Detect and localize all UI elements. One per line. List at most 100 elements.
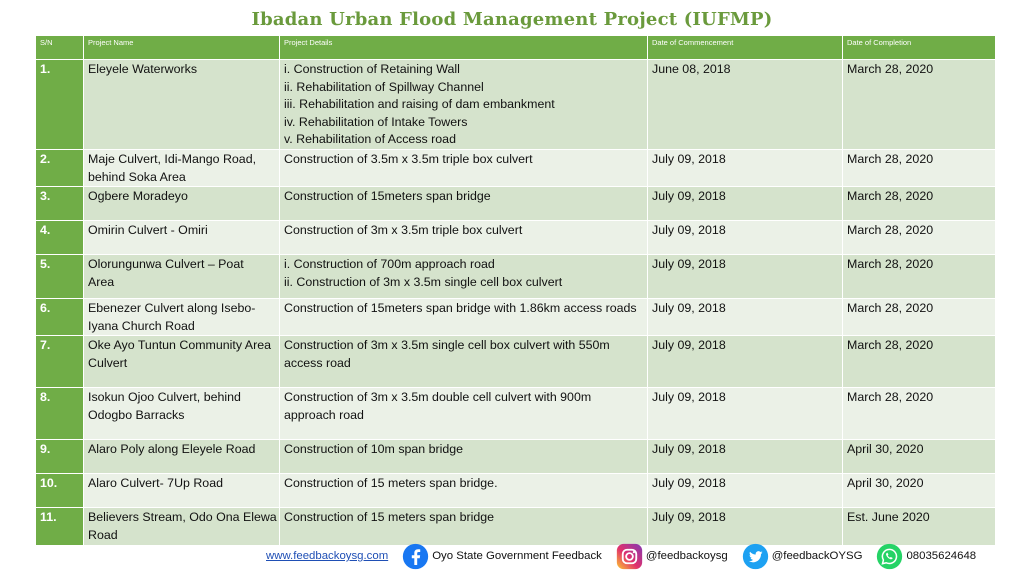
table-row: 2. Maje Culvert, Idi-Mango Road, behind So… (35, 148, 996, 188)
commencement-date-cell: July 09, 2018 (647, 254, 843, 300)
project-details-line: i. Construction of 700m approach road (284, 257, 495, 272)
header-sn: S/N (35, 35, 84, 60)
project-details-cell: i. Construction of Retaining Wall ii. Reh… (279, 59, 648, 150)
completion-date-cell: March 28, 2020 (842, 186, 996, 222)
project-details-line: Construction of 15meters span bridge (284, 189, 491, 204)
project-details-line: iii. Rehabilitation and raising of dam e… (284, 97, 555, 112)
footer-twitter-item: @feedbackOYSG (738, 543, 862, 570)
project-name-line: Maje Culvert, Idi-Mango Road, (88, 151, 257, 166)
commencement-date-cell: July 09, 2018 (647, 148, 843, 188)
table-row: 3. Ogbere Moradeyo Construction of 15meter… (35, 186, 996, 222)
footer-instagram-item: @feedbackoysg (612, 543, 728, 570)
project-name-line: Oke Ayo Tuntun Community Area (88, 338, 271, 353)
project-details-line: iv. Rehabilitation of Intake Towers (284, 114, 468, 129)
project-name-line: Olorungunwa Culvert – Poat (88, 257, 244, 272)
website-link[interactable]: www.feedbackoysg.com (266, 550, 389, 562)
project-name-cell: Olorungunwa Culvert – Poat Area (83, 254, 280, 300)
project-details-line: Construction of 3m x 3.5m single cell bo… (284, 338, 610, 353)
commencement-date-cell: July 09, 2018 (647, 473, 843, 509)
project-details-line: Construction of 3.5m x 3.5m triple box c… (284, 151, 533, 166)
project-details-line: Construction of 15 meters span bridge (284, 510, 495, 525)
completion-date-cell: March 28, 2020 (842, 335, 996, 389)
project-details-cell: Construction of 15meters span bridge (279, 186, 648, 222)
project-name-line: Ebenezer Culvert along Isebo- (88, 301, 256, 316)
project-name-cell: Maje Culvert, Idi-Mango Road, behind Soka… (83, 148, 280, 188)
serial-number-cell: 6. (35, 298, 84, 337)
project-details-cell: Construction of 15 meters span bridge (279, 507, 648, 546)
project-name-line: Road (88, 527, 118, 542)
serial-number-cell: 8. (35, 387, 84, 441)
page-title: Ibadan Urban Flood Management Project (I… (251, 9, 773, 30)
project-name-line: Alaro Culvert- 7Up Road (88, 476, 223, 491)
project-details-cell: Construction of 3.5m x 3.5m triple box c… (279, 148, 648, 188)
project-name-line: Iyana Church Road (88, 318, 195, 333)
table-row: 10. Alaro Culvert- 7Up Road Construction o… (35, 473, 996, 509)
table-row: 9. Alaro Poly along Eleyele Road Construct… (35, 439, 996, 475)
project-name-line: Omirin Culvert - Omiri (88, 223, 208, 238)
project-details-line: Construction of 10m span bridge (284, 442, 464, 457)
project-details-line: Construction of 15 meters span bridge. (284, 476, 498, 491)
project-details-cell: Construction of 10m span bridge (279, 439, 648, 475)
project-name-line: Area (88, 274, 115, 289)
facebook-label: Oyo State Government Feedback (432, 550, 602, 562)
project-name-line: behind Soka Area (88, 169, 186, 184)
project-name-cell: Alaro Poly along Eleyele Road (83, 439, 280, 475)
project-details-cell: Construction of 3m x 3.5m double cell cu… (279, 387, 648, 441)
table-row: 7. Oke Ayo Tuntun Community Area Culvert Co… (35, 335, 996, 389)
commencement-date-cell: July 09, 2018 (647, 298, 843, 337)
whatsapp-label: 08035624648 (906, 550, 977, 562)
table-row: 11. Believers Stream, Odo Ona Elewa Road Co… (35, 507, 996, 546)
project-name-line: Isokun Ojoo Culvert, behind (88, 390, 241, 405)
header-commencement: Date of Commencement (647, 35, 843, 60)
project-name-cell: Oke Ayo Tuntun Community Area Culvert (83, 335, 280, 389)
commencement-date-cell: June 08, 2018 (647, 59, 843, 150)
commencement-date-cell: July 09, 2018 (647, 439, 843, 475)
commencement-date-cell: July 09, 2018 (647, 335, 843, 389)
commencement-date-cell: July 09, 2018 (647, 186, 843, 222)
project-name-cell: Eleyele Waterworks (83, 59, 280, 150)
serial-number-cell: 11. (35, 507, 84, 546)
serial-number-cell: 7. (35, 335, 84, 389)
facebook-icon[interactable] (402, 543, 429, 570)
project-details-line: v. Rehabilitation of Access road (284, 132, 456, 147)
project-name-line: Culvert (88, 355, 128, 370)
serial-number-cell: 5. (35, 254, 84, 300)
table-row: 8. Isokun Ojoo Culvert, behind Odogbo Barr… (35, 387, 996, 441)
project-name-cell: Believers Stream, Odo Ona Elewa Road (83, 507, 280, 546)
footer: www.feedbackoysg.com Oyo State Governmen… (266, 541, 976, 571)
project-details-line: ii. Rehabilitation of Spillway Channel (284, 79, 484, 94)
projects-table: S/N Project Name Project Details Date of… (35, 35, 996, 546)
table-body: 1. Eleyele Waterworks i. Construction of R… (35, 59, 996, 546)
project-name-line: Believers Stream, Odo Ona Elewa (88, 510, 277, 525)
completion-date-cell: March 28, 2020 (842, 59, 996, 150)
table-row: 4. Omirin Culvert - Omiri Construction of … (35, 220, 996, 256)
project-details-cell: i. Construction of 700m approach road ii.… (279, 254, 648, 300)
table-row: 6. Ebenezer Culvert along Isebo- Iyana Chu… (35, 298, 996, 337)
header-project-name: Project Name (83, 35, 280, 60)
project-name-cell: Omirin Culvert - Omiri (83, 220, 280, 256)
completion-date-cell: April 30, 2020 (842, 439, 996, 475)
serial-number-cell: 4. (35, 220, 84, 256)
project-details-cell: Construction of 3m x 3.5m single cell bo… (279, 335, 648, 389)
project-details-line: Construction of 3m x 3.5m double cell cu… (284, 390, 592, 405)
project-name-cell: Isokun Ojoo Culvert, behind Odogbo Barrac… (83, 387, 280, 441)
serial-number-cell: 1. (35, 59, 84, 150)
project-details-line: Construction of 3m x 3.5m triple box cul… (284, 223, 523, 238)
instagram-icon[interactable] (616, 543, 643, 570)
project-details-line: ii. Construction of 3m x 3.5m single cel… (284, 274, 563, 289)
project-details-cell: Construction of 3m x 3.5m triple box cul… (279, 220, 648, 256)
whatsapp-icon[interactable] (876, 543, 903, 570)
completion-date-cell: March 28, 2020 (842, 254, 996, 300)
footer-facebook-item: Oyo State Government Feedback (398, 543, 602, 570)
project-name-cell: Alaro Culvert- 7Up Road (83, 473, 280, 509)
twitter-icon[interactable] (742, 543, 769, 570)
project-details-line: approach road (284, 407, 364, 422)
project-details-line: Construction of 15meters span bridge wit… (284, 301, 637, 316)
table-row: 5. Olorungunwa Culvert – Poat Area i. Const… (35, 254, 996, 300)
project-name-cell: Ebenezer Culvert along Isebo- Iyana Churc… (83, 298, 280, 337)
commencement-date-cell: July 09, 2018 (647, 387, 843, 441)
commencement-date-cell: July 09, 2018 (647, 507, 843, 546)
instagram-label: @feedbackoysg (645, 550, 728, 562)
header-project-details: Project Details (279, 35, 648, 60)
project-name-line: Eleyele Waterworks (88, 62, 198, 76)
